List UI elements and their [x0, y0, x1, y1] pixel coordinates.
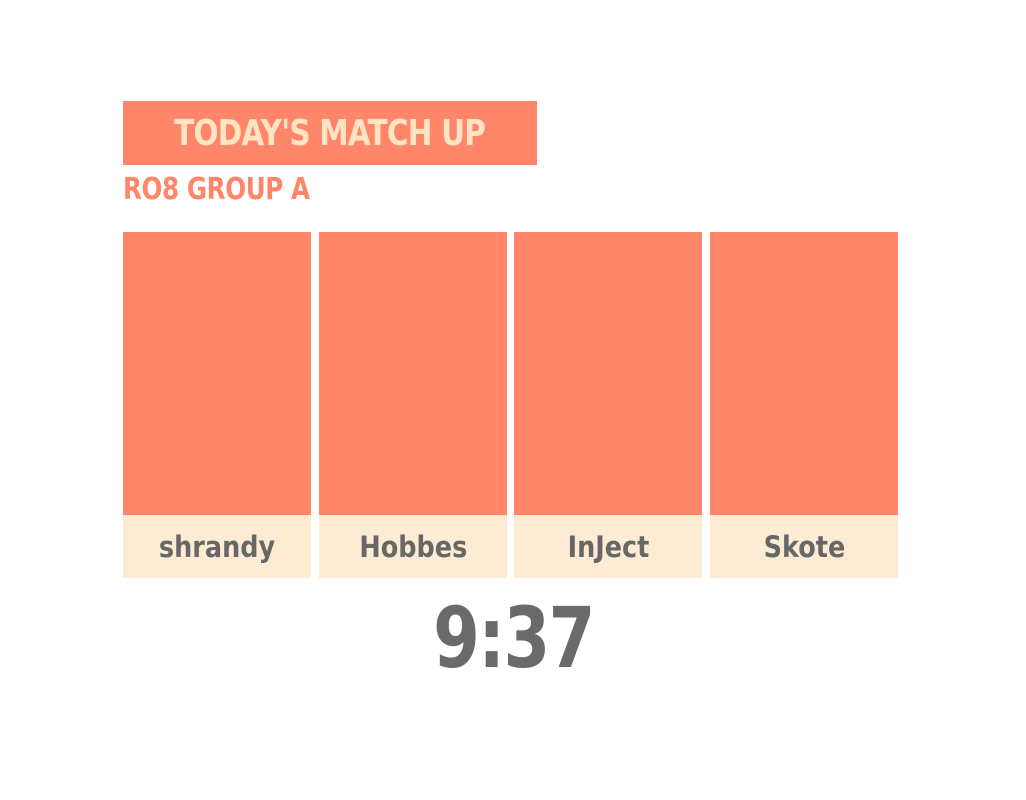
player-card-skote: Skote	[710, 232, 898, 578]
timer-value: 9:37	[432, 589, 595, 687]
player-card-inject: InJect	[514, 232, 702, 578]
player-photo-placeholder	[319, 232, 507, 515]
player-card-hobbes: Hobbes	[319, 232, 507, 578]
player-name: InJect	[567, 529, 649, 564]
player-name-box: Skote	[710, 515, 898, 578]
player-photo-placeholder	[123, 232, 311, 515]
player-name-box: InJect	[514, 515, 702, 578]
player-name: Skote	[763, 529, 845, 564]
player-name-box: Hobbes	[319, 515, 507, 578]
player-name-box: shrandy	[123, 515, 311, 578]
countdown-timer: 9:37	[0, 588, 1026, 688]
player-name: Hobbes	[359, 529, 467, 564]
group-subtitle: RO8 GROUP A	[123, 172, 310, 207]
player-photo-placeholder	[710, 232, 898, 515]
page-title: TODAY'S MATCH UP	[174, 112, 487, 154]
player-photo-placeholder	[514, 232, 702, 515]
player-name: shrandy	[158, 529, 276, 564]
player-card-shrandy: shrandy	[123, 232, 311, 578]
title-banner: TODAY'S MATCH UP	[123, 101, 537, 165]
